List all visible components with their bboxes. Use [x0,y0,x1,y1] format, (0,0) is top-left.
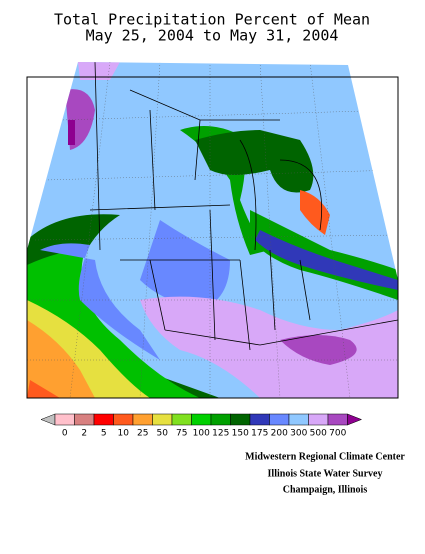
legend-swatch [152,413,173,426]
legend-swatch [113,413,134,426]
legend-swatch [171,413,192,426]
legend-tick-label: 25 [137,429,148,439]
map-subtitle: May 25, 2004 to May 31, 2004 [86,27,339,45]
credit-line: Champaign, Illinois [283,484,368,495]
legend-tick-label: 700 [329,429,346,439]
legend-tick-label: 150 [232,429,249,439]
legend-tick-label: 5 [101,429,107,439]
legend-tick-label: 300 [290,429,307,439]
legend-swatch [210,413,231,426]
legend-swatch [269,413,290,426]
legend-tick-label: 200 [271,429,288,439]
legend-tick-label: 100 [193,429,210,439]
legend-swatch [308,413,329,426]
legend-tick-label: 75 [176,429,187,439]
credit-line: Midwestern Regional Climate Center [245,451,405,462]
legend-swatch [132,413,153,426]
legend-swatch [230,413,251,426]
precip-map [27,62,398,398]
legend: 0 2 5 10 25 50 75 100 125 150 175 200 300 500 700 [40,413,363,439]
legend-swatch [191,413,212,426]
legend-swatch [288,413,309,426]
legend-arrow-low [40,413,56,426]
legend-tick-label: 0 [62,429,68,439]
legend-arrow-high [347,413,363,426]
legend-swatch [249,413,270,426]
legend-tick-label: 500 [310,429,327,439]
legend-tick-label: 10 [118,429,130,439]
legend-swatch [74,413,95,426]
legend-swatch [93,413,114,426]
legend-tick-label: 50 [157,429,169,439]
legend-swatch [327,413,348,426]
legend-tick-label: 125 [212,429,229,439]
map-title: Total Precipitation Percent of Mean [54,11,370,29]
map-frame [26,76,399,399]
legend-tick-label: 175 [251,429,268,439]
credit-line: Illinois State Water Survey [268,468,383,479]
legend-swatch [54,413,75,426]
legend-tick-label: 2 [81,429,87,439]
